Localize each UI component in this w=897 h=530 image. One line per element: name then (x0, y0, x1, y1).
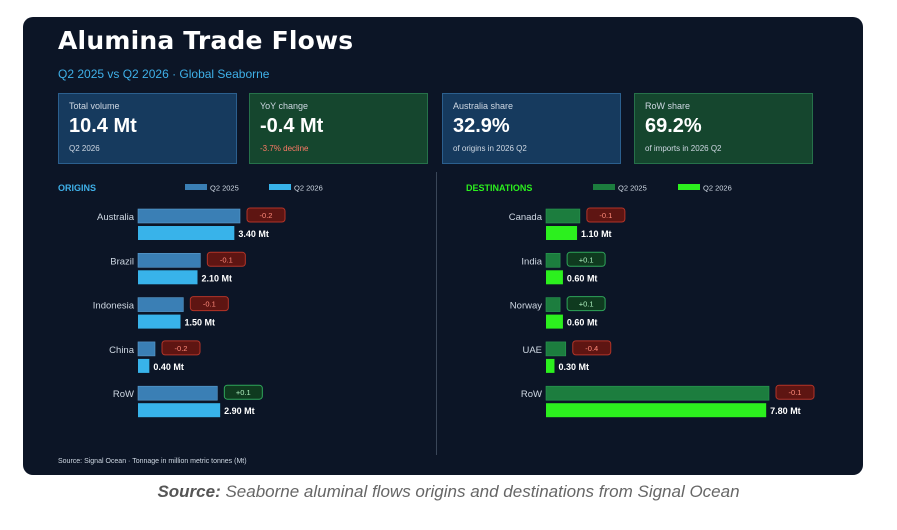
kpi-row-share: RoW share 69.2% of imports in 2026 Q2 (634, 93, 813, 164)
destinations-change-badge (566, 296, 606, 312)
image-caption: Source: Seaborne aluminal flows origins … (0, 482, 897, 502)
kpi-sub: Q2 2026 (69, 144, 100, 153)
origins-change-badge (246, 207, 286, 223)
origins-value-label: 1.50 Mt (185, 318, 216, 328)
origins-legend-label: Q2 2026 (294, 184, 323, 193)
destinations-category-label: UAE (522, 345, 542, 356)
kpi-label: Total volume (69, 101, 120, 111)
kpi-sub: -3.7% decline (260, 144, 309, 153)
origins-category-label: China (109, 345, 135, 356)
origins-category-label: RoW (113, 389, 134, 400)
origins-bar-2026 (138, 270, 198, 285)
caption-bold: Source: (157, 482, 221, 501)
origins-bar-2026 (138, 358, 150, 373)
destinations-bar-2026 (546, 314, 563, 329)
destinations-change-badge (572, 340, 612, 356)
origins-bar-2026 (138, 403, 221, 418)
destinations-change-label: +0.1 (579, 300, 594, 309)
kpi-sub: of imports in 2026 Q2 (645, 144, 722, 153)
panel-divider (436, 172, 437, 455)
origins-bar-2025 (137, 253, 201, 268)
destinations-bar-2025 (545, 297, 561, 312)
kpi-label: Australia share (453, 101, 514, 111)
origins-change-badge (223, 384, 263, 400)
destinations-category-label: Norway (510, 301, 542, 312)
destinations-value-label: 0.60 Mt (567, 273, 598, 283)
origins-change-label: -0.2 (260, 211, 273, 220)
origins-bar-2026 (138, 226, 235, 240)
destinations-value-label: 7.80 Mt (770, 406, 801, 416)
origins-change-label: -0.1 (220, 255, 233, 264)
caption-text: Seaborne aluminal flows origins and dest… (220, 482, 740, 501)
destinations-change-label: -0.4 (585, 344, 598, 353)
destinations-category-label: Canada (509, 212, 543, 223)
destinations-bar-2026 (546, 270, 563, 285)
kpi-value: 32.9% (453, 115, 510, 137)
origins-value-label: 3.40 Mt (238, 229, 269, 239)
origins-category-label: Brazil (110, 256, 134, 267)
origins-bar-2025 (137, 208, 241, 224)
page-subtitle: Q2 2025 vs Q2 2026 · Global Seaborne (58, 67, 270, 81)
destinations-bar-2026 (546, 226, 578, 240)
destinations-legend-swatch (593, 184, 615, 190)
destinations-change-label: -0.1 (599, 211, 612, 220)
kpi-australia-share: Australia share 32.9% of origins in 2026… (442, 93, 621, 164)
destinations-legend-label: Q2 2026 (703, 184, 732, 193)
destinations-value-label: 1.10 Mt (581, 229, 612, 239)
footer-note: Source: Signal Ocean · Tonnage in millio… (58, 458, 247, 465)
destinations-bar-2026 (546, 403, 767, 418)
origins-bar-2026 (138, 314, 181, 329)
destinations-value-label: 0.30 Mt (558, 362, 589, 372)
destinations-panel-title: DESTINATIONS (466, 183, 532, 193)
destinations-change-label: -0.1 (789, 388, 802, 397)
destinations-legend-label: Q2 2025 (618, 184, 647, 193)
kpi-label: YoY change (260, 101, 309, 111)
origins-category-label: Australia (97, 212, 135, 223)
kpi-label: RoW share (645, 101, 691, 111)
destinations-legend-swatch (678, 184, 700, 190)
origins-value-label: 0.40 Mt (153, 362, 184, 372)
kpi-value: 69.2% (645, 115, 702, 137)
destinations-bar-2025 (545, 253, 561, 268)
destinations-bar-2026 (546, 358, 555, 373)
destinations-change-badge (566, 251, 606, 267)
origins-category-label: Indonesia (93, 301, 135, 312)
destinations-change-badge (775, 384, 815, 400)
origins-change-label: +0.1 (236, 388, 251, 397)
kpi-total-volume: Total volume 10.4 Mt Q2 2026 (58, 93, 237, 164)
kpi-yoy-change: YoY change -0.4 Mt -3.7% decline (249, 93, 428, 164)
kpi-value: 10.4 Mt (69, 115, 137, 137)
origins-legend-label: Q2 2025 (210, 184, 239, 193)
kpi-value: -0.4 Mt (260, 115, 324, 137)
bar-charts: ORIGINS Q2 2025 Q2 2026 Australia 3.40 Mt -0.… (58, 183, 815, 418)
destinations-bar-2025 (545, 385, 770, 401)
origins-value-label: 2.10 Mt (202, 273, 233, 283)
destinations-category-label: India (521, 256, 542, 267)
origins-change-label: -0.1 (203, 300, 216, 309)
destinations-change-badge (586, 207, 626, 223)
origins-change-badge (206, 251, 246, 267)
origins-change-label: -0.2 (175, 344, 188, 353)
origins-bar-2025 (137, 341, 156, 357)
destinations-category-label: RoW (521, 389, 542, 400)
destinations-value-label: 0.60 Mt (567, 318, 598, 328)
destinations-change-label: +0.1 (579, 255, 594, 264)
origins-change-badge (189, 296, 229, 312)
origins-bar-2025 (137, 385, 218, 401)
kpi-sub: of origins in 2026 Q2 (453, 144, 527, 153)
page-title: Alumina Trade Flows (58, 26, 354, 55)
origins-legend-swatch (185, 184, 207, 190)
origins-panel-title: ORIGINS (58, 183, 96, 193)
origins-change-badge (161, 340, 201, 356)
destinations-bar-2025 (545, 208, 581, 224)
origins-legend-swatch (269, 184, 291, 190)
destinations-bar-2025 (545, 341, 567, 357)
origins-value-label: 2.90 Mt (224, 406, 255, 416)
origins-bar-2025 (137, 297, 184, 312)
chart-card: Alumina Trade Flows Q2 2025 vs Q2 2026 ·… (23, 17, 863, 475)
